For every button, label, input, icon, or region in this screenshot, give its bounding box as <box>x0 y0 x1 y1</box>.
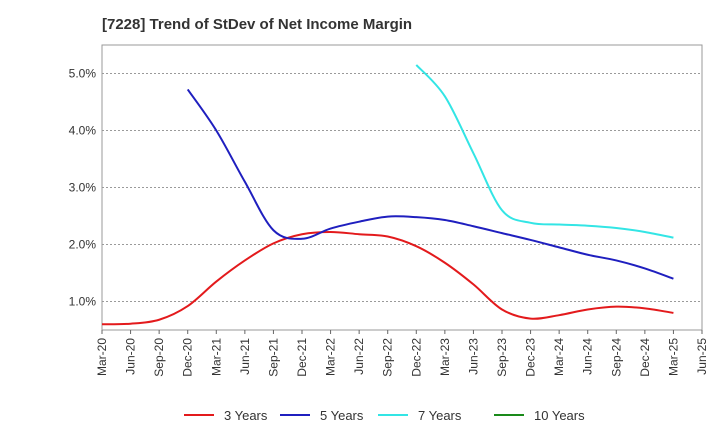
x-tick-label: Sep-24 <box>609 338 623 377</box>
x-tick-label: Mar-23 <box>438 338 452 376</box>
y-tick-label: 5.0% <box>69 67 97 81</box>
x-tick-label: Mar-25 <box>666 338 680 376</box>
chart-title: [7228] Trend of StDev of Net Income Marg… <box>102 16 413 33</box>
x-tick-label: Mar-20 <box>95 338 109 376</box>
y-tick-label: 2.0% <box>69 238 97 252</box>
series-line <box>186 88 674 280</box>
legend-label: 5 Years <box>320 408 364 423</box>
x-tick-label: Dec-20 <box>181 338 195 377</box>
x-tick-label: Dec-22 <box>409 338 423 377</box>
x-tick-label: Jun-24 <box>581 338 595 375</box>
x-tick-label: Mar-21 <box>209 338 223 376</box>
series-line <box>101 230 674 326</box>
y-tick-label: 1.0% <box>69 295 97 309</box>
y-tick-label: 3.0% <box>69 181 97 195</box>
series-line <box>415 64 674 239</box>
x-tick-label: Sep-21 <box>266 338 280 377</box>
x-tick-label: Dec-23 <box>524 338 538 377</box>
x-tick-label: Sep-23 <box>495 338 509 377</box>
legend-label: 10 Years <box>534 408 585 423</box>
legend-label: 3 Years <box>224 408 268 423</box>
x-tick-label: Jun-20 <box>124 338 138 375</box>
y-axis: 1.0% 2.0% 3.0% 4.0% 5.0% <box>69 67 97 309</box>
legend: 3 Years 5 Years 7 Years 10 Years <box>184 408 585 423</box>
legend-label: 7 Years <box>418 408 462 423</box>
x-tick-label: Dec-24 <box>638 338 652 377</box>
x-tick-label: Dec-21 <box>295 338 309 377</box>
x-tick-label: Mar-22 <box>324 338 338 376</box>
x-tick-label: Sep-22 <box>381 338 395 377</box>
x-axis: Mar-20 Jun-20 Sep-20 Dec-20 Mar-21 Jun-21 Sep-… <box>95 330 709 377</box>
series-layer <box>101 64 674 326</box>
x-tick-label: Jun-22 <box>352 338 366 375</box>
x-tick-label: Mar-24 <box>552 338 566 376</box>
x-tick-label: Sep-20 <box>152 338 166 377</box>
x-tick-label: Jun-23 <box>466 338 480 375</box>
x-tick-label: Jun-25 <box>695 338 709 375</box>
x-tick-label: Jun-21 <box>238 338 252 375</box>
y-tick-label: 4.0% <box>69 124 97 138</box>
grid-layer <box>102 73 702 302</box>
